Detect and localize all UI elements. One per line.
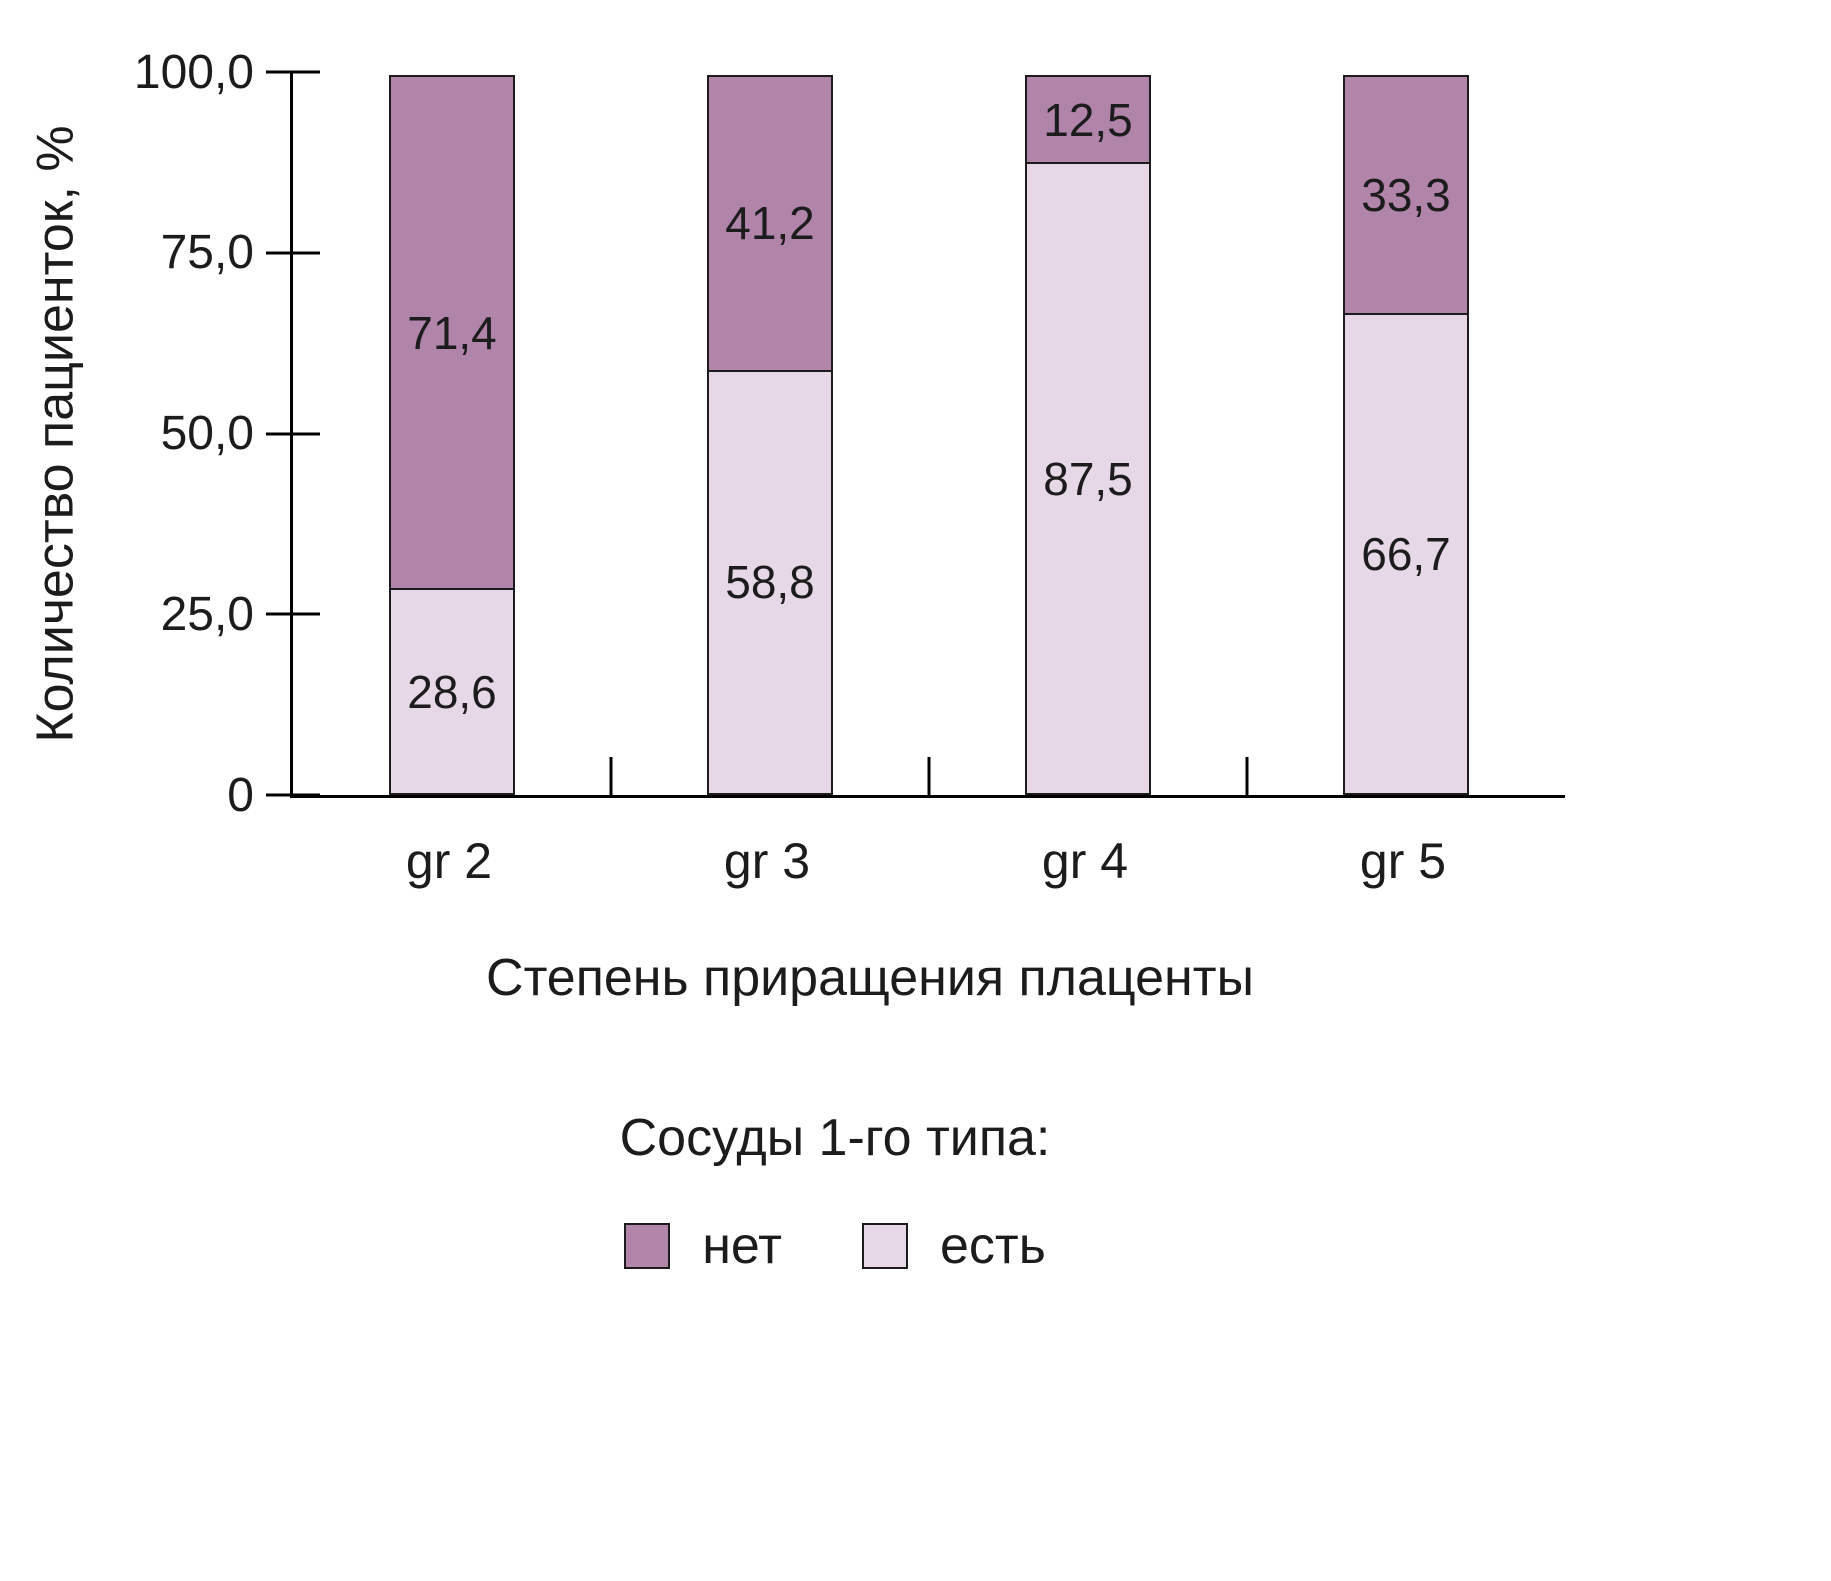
legend-label: есть xyxy=(939,1217,1046,1275)
x-category-label: gr 5 xyxy=(1359,833,1447,889)
y-tick-label: 25,0 xyxy=(160,587,254,641)
x-category-label: gr 2 xyxy=(405,833,493,889)
segment-value-label: 87,5 xyxy=(1043,452,1133,505)
bar-gr-2: 71,4 28,6 xyxy=(389,72,515,795)
bar-segment-есть: 28,6 xyxy=(389,588,515,795)
bar-gr-4: 12,5 87,5 xyxy=(1025,72,1151,795)
segment-value-label: 33,3 xyxy=(1361,168,1451,221)
x-tick xyxy=(609,757,613,795)
y-tick-label: 50,0 xyxy=(160,407,254,460)
legend-swatch-нет xyxy=(624,1223,671,1269)
y-tick: 100,0 xyxy=(134,46,320,99)
legend-swatch-есть xyxy=(861,1223,908,1269)
segment-value-label: 12,5 xyxy=(1043,93,1133,146)
y-tick: 0 xyxy=(227,769,320,822)
segment-value-label: 58,8 xyxy=(725,556,815,609)
bar-segment-есть: 66,7 xyxy=(1343,312,1469,795)
legend-item-нет: нет xyxy=(624,1216,782,1276)
x-category-label: gr 3 xyxy=(723,833,811,889)
bar-segment-нет: 33,3 xyxy=(1343,74,1469,316)
bar-segment-нет: 12,5 xyxy=(1025,74,1151,165)
bar-gr-3: 41,2 58,8 xyxy=(707,72,833,795)
y-tick-label: 100,0 xyxy=(133,45,254,99)
y-axis-title-text: Количество пациенток, % xyxy=(27,124,85,743)
y-tick-label: 75,0 xyxy=(160,226,254,280)
y-tick-label: 0 xyxy=(227,768,254,822)
x-tick xyxy=(1245,757,1249,795)
legend-label: нет xyxy=(702,1217,782,1275)
x-category-label: gr 4 xyxy=(1041,833,1129,889)
y-tick: 25,0 xyxy=(161,588,320,641)
legend-item-есть: есть xyxy=(861,1216,1046,1276)
y-tick: 50,0 xyxy=(161,407,320,460)
segment-value-label: 66,7 xyxy=(1361,527,1451,580)
x-category-labels: gr 2 gr 3 gr 4 gr 5 xyxy=(290,832,1562,890)
bars: 71,4 28,6 41,2 58,8 12,5 87,5 33,3 66,7 xyxy=(293,72,1565,795)
bar-gr-5: 33,3 66,7 xyxy=(1343,72,1469,795)
segment-value-label: 41,2 xyxy=(725,197,815,250)
x-tick xyxy=(927,757,931,795)
x-axis-title: Степень приращения плаценты xyxy=(486,949,1254,1007)
legend-title: Сосуды 1-го типа: xyxy=(619,1109,1051,1167)
plot-area: 71,4 28,6 41,2 58,8 12,5 87,5 33,3 66,7 100,0 75… xyxy=(134,46,1565,822)
bar-segment-нет: 71,4 xyxy=(389,74,515,591)
legend: Сосуды 1-го типа: нет есть xyxy=(80,1108,1590,1276)
legend-items: нет есть xyxy=(80,1216,1590,1276)
segment-value-label: 71,4 xyxy=(407,306,497,359)
y-axis-title: Количество пациенток, % xyxy=(0,72,112,795)
bar-segment-есть: 58,8 xyxy=(707,369,833,795)
segment-value-label: 28,6 xyxy=(407,665,497,718)
bar-segment-нет: 41,2 xyxy=(707,74,833,373)
y-tick: 75,0 xyxy=(161,226,320,279)
bar-segment-есть: 87,5 xyxy=(1025,162,1151,795)
